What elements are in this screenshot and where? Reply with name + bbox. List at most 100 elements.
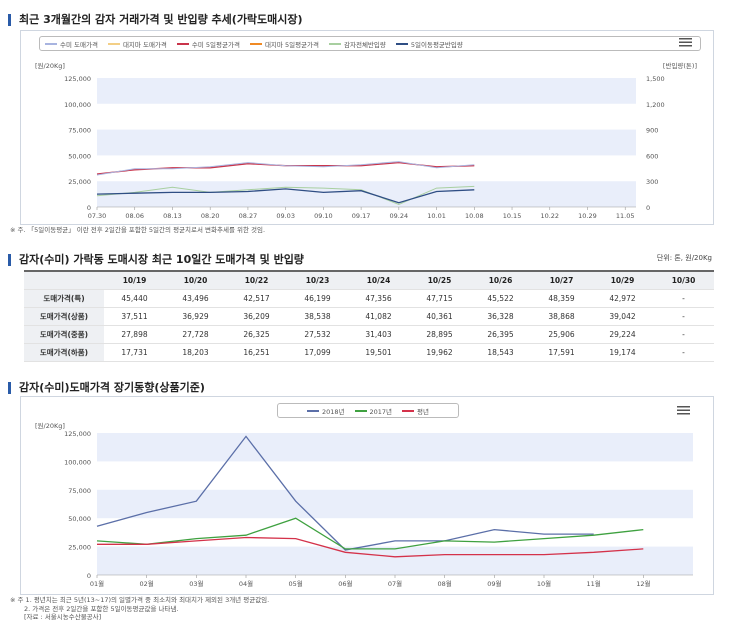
column-header: 10/25 <box>409 270 470 290</box>
table-cell: 19,501 <box>348 343 409 362</box>
chart2-legend: 2018년 2017년 평년 <box>277 403 459 418</box>
legend-swatch <box>107 42 120 45</box>
chart2-note-line: ※ 주 1. 평년치는 최근 5년(13~17)의 일별가격 중 최소치와 최대… <box>10 596 270 604</box>
y-tick: 50,000 <box>68 515 91 523</box>
chart2-legend-item-2[interactable]: 평년 <box>402 406 429 416</box>
table-cell: 43,496 <box>165 289 226 308</box>
table-cell: - <box>653 289 714 308</box>
x-tick: 07.30 <box>88 212 107 220</box>
y-tick: 100,000 <box>64 458 91 466</box>
chart1-legend-item-1[interactable]: 대지마 도매가격 <box>107 39 167 49</box>
table-unit-note: 단위: 톤, 원/20Kg <box>656 254 712 262</box>
column-header: 10/30 <box>653 270 714 290</box>
table-cell: 18,543 <box>470 343 531 362</box>
table-cell: 27,728 <box>165 325 226 344</box>
x-tick: 07월 <box>388 579 402 588</box>
series-line-1 <box>96 517 644 550</box>
column-header: 10/27 <box>531 270 592 290</box>
legend-label: 평년 <box>417 407 430 416</box>
y-tick: 75,000 <box>68 487 91 495</box>
legend-swatch <box>354 409 367 412</box>
table-cell: 25,906 <box>531 325 592 344</box>
x-tick: 10.01 <box>427 212 446 220</box>
x-tick: 10.22 <box>540 212 559 220</box>
chart2-legend-item-1[interactable]: 2017년 <box>354 406 392 416</box>
price-table: 10/19 10/20 10/22 10/23 10/24 10/25 10/26 10/27… <box>24 270 714 362</box>
x-tick: 12월 <box>636 579 650 588</box>
x-tick: 01월 <box>90 579 104 588</box>
section2-title: 감자(수미) 가락동 도매시장 최근 10일간 도매가격 및 반입량 <box>8 254 304 266</box>
table-row: 도매가격(특) 45,440 43,496 42,517 46,199 47,356 47,… <box>24 289 714 308</box>
y-tick: 125,000 <box>64 430 91 438</box>
table-cell: 41,082 <box>348 307 409 326</box>
chart1-legend-item-2[interactable]: 수미 5일평균가격 <box>176 39 240 49</box>
row-label: 도매가격(상품) <box>24 307 104 326</box>
chart1-legend-item-3[interactable]: 대지마 5일평균가격 <box>249 39 319 49</box>
table-cell: 17,731 <box>104 343 165 362</box>
column-header: 10/22 <box>226 270 287 290</box>
chart2-note-line: [자료 : 서울시농수산물공사] <box>24 613 102 621</box>
series-line-3 <box>96 188 475 204</box>
table-cell: 36,328 <box>470 307 531 326</box>
table-cell: 47,715 <box>409 289 470 308</box>
y-right-tick: 1,500 <box>646 75 665 83</box>
legend-label: 수미 도매가격 <box>60 40 98 49</box>
table-cell: 39,042 <box>592 307 653 326</box>
x-tick: 08.13 <box>163 212 182 220</box>
table-cell: 45,522 <box>470 289 531 308</box>
table-cell: 27,898 <box>104 325 165 344</box>
chart1-legend-item-0[interactable]: 수미 도매가격 <box>45 39 98 49</box>
chart1-legend-item-4[interactable]: 감자전체반입량 <box>329 39 386 49</box>
section3-title: 감자(수미)도매가격 장기동향(상품기준) <box>8 382 205 394</box>
table-cell: 48,359 <box>531 289 592 308</box>
chart1-menu-icon[interactable] <box>679 38 692 47</box>
series-line-2 <box>97 536 644 558</box>
chart1-legend-item-5[interactable]: 5일이동평균반입량 <box>395 39 463 49</box>
column-header: 10/24 <box>348 270 409 290</box>
chart2-menu-icon[interactable] <box>677 406 690 415</box>
legend-swatch <box>402 409 415 412</box>
table-cell: 40,361 <box>409 307 470 326</box>
x-tick: 09.10 <box>314 212 333 220</box>
chart1-legend: 수미 도매가격 대지마 도매가격 수미 5일평균가격 대지마 5일평균가격 감자전체반입… <box>39 36 701 51</box>
y-right-tick: 0 <box>646 204 650 212</box>
grid-band <box>97 78 636 104</box>
chart2-legend-item-0[interactable]: 2018년 <box>306 406 345 416</box>
table-cell: - <box>653 325 714 344</box>
table-cell: 27,532 <box>287 325 348 344</box>
legend-label: 대지마 5일평균가격 <box>264 40 319 49</box>
price-table-header-row: 10/19 10/20 10/22 10/23 10/24 10/25 10/26 10/27… <box>24 270 714 290</box>
x-tick: 10월 <box>537 579 551 588</box>
y-right-tick: 600 <box>646 152 658 160</box>
x-tick: 09.17 <box>352 212 371 220</box>
legend-label: 감자전체반입량 <box>344 40 386 49</box>
table-cell: 17,099 <box>287 343 348 362</box>
table-cell: 19,174 <box>592 343 653 362</box>
price-table-corner <box>24 270 104 290</box>
y-left-tick: 125,000 <box>64 75 91 83</box>
section1-title: 최근 3개월간의 감자 거래가격 및 반입량 추세(가락도매시장) <box>8 14 303 26</box>
grid-band <box>97 489 693 519</box>
x-tick: 04월 <box>239 579 253 588</box>
x-tick: 10.08 <box>465 212 484 220</box>
x-tick: 10.15 <box>503 212 522 220</box>
chart1-container: 수미 도매가격 대지마 도매가격 수미 5일평균가격 대지마 5일평균가격 감자전체반입… <box>20 30 714 225</box>
table-cell: 18,203 <box>165 343 226 362</box>
table-cell: 19,962 <box>409 343 470 362</box>
legend-swatch <box>249 42 262 45</box>
table-cell: 47,356 <box>348 289 409 308</box>
x-tick: 09월 <box>487 579 501 588</box>
legend-swatch <box>395 42 408 45</box>
legend-swatch <box>329 42 341 45</box>
table-cell: - <box>653 343 714 362</box>
x-tick: 08.27 <box>239 212 258 220</box>
table-cell: 38,538 <box>287 307 348 326</box>
table-cell: 36,209 <box>226 307 287 326</box>
x-tick: 08.06 <box>125 212 144 220</box>
grid-band <box>97 546 693 575</box>
y-axis-label: [원/20Kg] <box>35 421 65 430</box>
table-cell: 46,199 <box>287 289 348 308</box>
table-cell: 16,251 <box>226 343 287 362</box>
column-header: 10/20 <box>165 270 226 290</box>
table-cell: 45,440 <box>104 289 165 308</box>
